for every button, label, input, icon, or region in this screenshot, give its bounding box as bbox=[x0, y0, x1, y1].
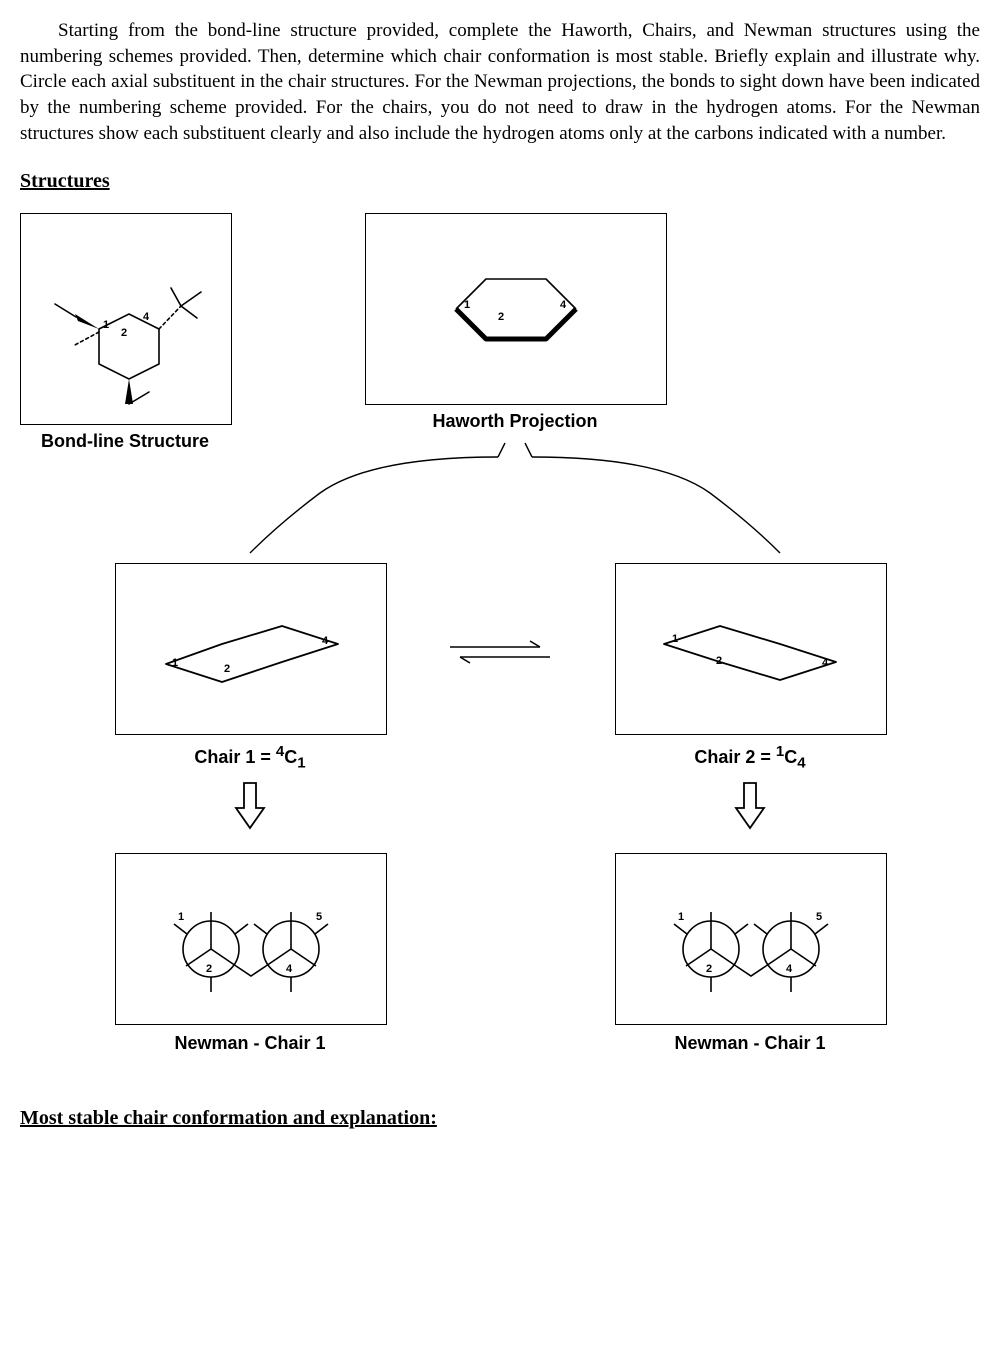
svg-text:1: 1 bbox=[464, 299, 470, 311]
svg-text:2: 2 bbox=[706, 963, 712, 975]
chair1-label-text: Chair 1 = bbox=[194, 747, 276, 767]
structures-heading: Structures bbox=[20, 170, 980, 193]
haworth-label: Haworth Projection bbox=[365, 411, 665, 432]
intro-paragraph: Starting from the bond-line structure pr… bbox=[20, 18, 980, 146]
newman1-svg: 1 2 5 4 bbox=[116, 854, 386, 1024]
newman1-label: Newman - Chair 1 bbox=[115, 1033, 385, 1054]
chair2-label-text: Chair 2 = bbox=[694, 747, 776, 767]
svg-text:2: 2 bbox=[224, 663, 230, 675]
svg-text:2: 2 bbox=[716, 655, 722, 667]
svg-text:5: 5 bbox=[316, 911, 322, 923]
chair1-sym: 4C1 bbox=[276, 747, 306, 767]
svg-text:2: 2 bbox=[121, 327, 127, 339]
conclusion-heading: Most stable chair conformation and expla… bbox=[20, 1107, 437, 1130]
newman2-box: 1 2 5 4 bbox=[615, 853, 887, 1025]
chair2-svg: 1 2 4 bbox=[616, 564, 886, 734]
newman1-box: 1 2 5 4 bbox=[115, 853, 387, 1025]
chair2-box: 1 2 4 bbox=[615, 563, 887, 735]
svg-text:1: 1 bbox=[672, 633, 678, 645]
svg-text:5: 5 bbox=[816, 911, 822, 923]
svg-text:2: 2 bbox=[206, 963, 212, 975]
svg-text:4: 4 bbox=[786, 963, 793, 975]
svg-text:4: 4 bbox=[143, 311, 150, 323]
chair2-sym: 1C4 bbox=[776, 747, 806, 767]
equilibrium-arrows bbox=[440, 633, 560, 673]
newman2-label: Newman - Chair 1 bbox=[615, 1033, 885, 1054]
haworth-svg: 1 2 4 bbox=[366, 214, 666, 404]
svg-text:1: 1 bbox=[103, 319, 109, 331]
down-arrow-2 bbox=[730, 778, 770, 838]
svg-text:4: 4 bbox=[322, 635, 329, 647]
svg-text:2: 2 bbox=[498, 311, 504, 323]
svg-text:4: 4 bbox=[822, 657, 829, 669]
svg-text:1: 1 bbox=[178, 911, 184, 923]
svg-text:1: 1 bbox=[678, 911, 684, 923]
svg-text:4: 4 bbox=[286, 963, 293, 975]
bondline-box: 1 2 4 bbox=[20, 213, 232, 425]
bondline-svg: 1 2 4 bbox=[21, 214, 231, 424]
chair1-final: 1 2 4 bbox=[116, 564, 386, 734]
svg-text:4: 4 bbox=[560, 299, 567, 311]
haworth-box: 1 2 4 bbox=[365, 213, 667, 405]
figure-canvas: 1 2 4 Bond-line Structure 1 2 4 Haworth … bbox=[20, 203, 980, 1223]
chair1-label: Chair 1 = 4C1 bbox=[115, 743, 385, 772]
newman2-svg: 1 2 5 4 bbox=[616, 854, 886, 1024]
down-arrow-1 bbox=[230, 778, 270, 838]
chair2-label: Chair 2 = 1C4 bbox=[615, 743, 885, 772]
svg-text:1: 1 bbox=[172, 657, 178, 669]
chair1-box: 1 2 4 bbox=[115, 563, 387, 735]
branch-svg bbox=[20, 433, 980, 563]
